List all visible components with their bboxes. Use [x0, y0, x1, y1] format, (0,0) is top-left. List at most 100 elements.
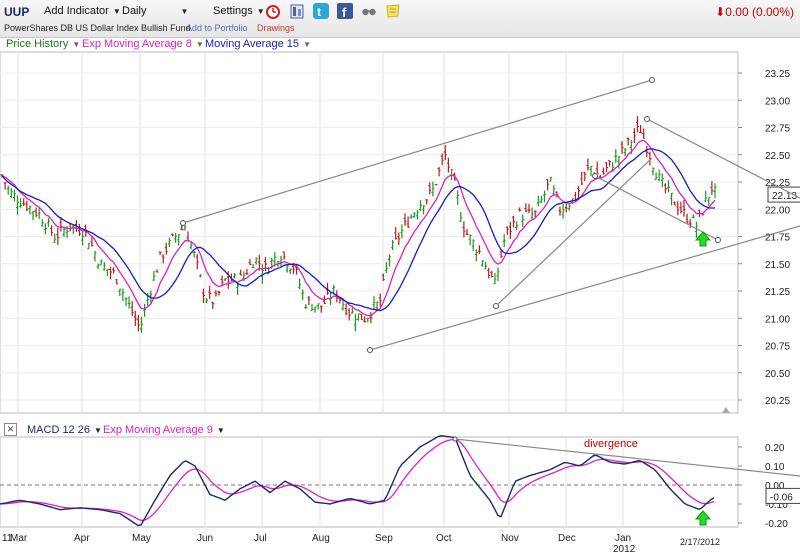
ema-8-line: [1, 139, 716, 317]
settings-label: Settings: [213, 5, 253, 17]
facebook-icon[interactable]: f: [337, 3, 353, 20]
y-tick-label: 20.50: [765, 369, 790, 380]
trendline-handle: [592, 173, 598, 179]
trendline-handle: [452, 436, 458, 442]
y-tick-label: 21.00: [765, 314, 790, 325]
chevron-down-icon: ▼: [112, 7, 121, 16]
upper-falling-trendline: [646, 118, 800, 199]
chevron-down-icon: ▼: [302, 40, 311, 49]
y-tick-label: 21.25: [765, 287, 790, 298]
legend-macd-ema-9[interactable]: Exp Moving Average 9 ▼: [103, 424, 225, 436]
macd-tick-label: -0.20: [765, 519, 788, 530]
x-tick-label: Sep: [375, 533, 393, 544]
macd-line: [0, 434, 715, 527]
macd-tick-label: 0.20: [765, 443, 785, 454]
svg-text:f: f: [342, 5, 347, 19]
x-tick-label: Mar: [10, 533, 28, 544]
legend-label: Exp Moving Average 8: [82, 38, 192, 50]
fund-name: PowerShares DB US Dollar Index Bullish F…: [4, 23, 191, 33]
y-tick-label: 23.25: [765, 69, 790, 80]
chevron-down-icon: ▼: [216, 426, 225, 435]
rising-trendline: [495, 157, 653, 307]
chevron-down-icon: ▼: [180, 7, 189, 16]
chevron-down-icon: ▼: [195, 40, 204, 49]
x-tick-label: Nov: [501, 533, 519, 544]
x-tick-label: Jul: [254, 533, 267, 544]
trendline-handle: [180, 220, 186, 226]
x-tick-label: Jun: [197, 533, 213, 544]
last-price-label: 22.13: [772, 191, 797, 202]
add-indicator-label: Add Indicator: [44, 5, 109, 17]
legend-macd[interactable]: MACD 12 26 ▼: [27, 424, 102, 436]
y-tick-label: 21.75: [765, 233, 790, 244]
legend-label: Price History: [6, 38, 69, 50]
glasses-icon[interactable]: [361, 3, 377, 19]
x-tick-label: 11: [2, 533, 13, 544]
portfolio-icon[interactable]: [289, 3, 305, 19]
chevron-down-icon: ▼: [93, 426, 102, 435]
up-arrow-icon: [694, 231, 712, 247]
trendline-handle: [644, 116, 650, 122]
add-to-portfolio-link[interactable]: Add to Portfolio: [186, 23, 248, 33]
x-tick-label: Jan: [615, 533, 631, 544]
legend-ema-8[interactable]: Exp Moving Average 8 ▼: [82, 38, 204, 50]
legend-label: Exp Moving Average 9: [103, 424, 213, 436]
drawings-link[interactable]: Drawings: [257, 23, 295, 33]
period-select[interactable]: Daily ▼: [122, 5, 188, 17]
falling-trendline: [594, 175, 719, 241]
y-tick-label: 22.75: [765, 124, 790, 135]
x-tick-label: 2012: [613, 544, 636, 555]
up-arrow-icon: [694, 510, 712, 526]
price-change-value: 0.00 (0.00%): [725, 5, 794, 19]
chevron-down-icon: ▼: [256, 7, 265, 16]
twitter-icon[interactable]: t: [313, 3, 329, 19]
legend-label: Moving Average 15: [205, 38, 299, 50]
price-panel: [0, 51, 739, 414]
legend-ma-15[interactable]: Moving Average 15 ▼: [205, 38, 311, 50]
last-price-box: [767, 186, 800, 203]
macd-last-box: [765, 487, 800, 504]
alarm-clock-icon[interactable]: [265, 3, 281, 19]
ma-15-line: [1, 148, 715, 312]
legend-price-history[interactable]: Price History ▼: [6, 38, 80, 50]
scroll-up-icon: [722, 407, 730, 413]
divergence-line: [454, 438, 800, 477]
y-tick-label: 21.50: [765, 260, 790, 271]
y-tick-label: 22.25: [765, 178, 790, 189]
svg-text:t: t: [317, 5, 321, 19]
y-tick-label: 22.50: [765, 151, 790, 162]
period-label: Daily: [122, 5, 147, 17]
macd-tick-label: -0.10: [765, 500, 788, 511]
macd-signal-line: [0, 438, 715, 521]
y-tick-label: 20.75: [765, 342, 790, 353]
trendline-handle: [715, 237, 721, 243]
upper-channel-line: [182, 79, 653, 224]
trendline-handle: [649, 77, 655, 83]
trendline-handle: [493, 303, 499, 309]
legend-label: MACD 12 26: [27, 424, 90, 436]
add-indicator-button[interactable]: Add Indicator ▼: [44, 5, 121, 17]
x-tick-label: May: [132, 533, 151, 544]
y-tick-label: 23.00: [765, 96, 790, 107]
chevron-down-icon: ▼: [72, 40, 81, 49]
settings-button[interactable]: Settings ▼: [213, 5, 265, 17]
macd-panel: [0, 436, 739, 528]
close-indicator-icon[interactable]: ✕: [4, 423, 17, 436]
x-tick-label: Oct: [436, 533, 452, 544]
macd-tick-label: 0.10: [765, 462, 785, 473]
price-change: ⬇0.00 (0.00%): [715, 5, 794, 19]
macd-tick-label: 0.00: [765, 481, 785, 492]
note-icon[interactable]: [385, 3, 401, 19]
ticker-symbol[interactable]: UUP: [4, 5, 30, 19]
x-tick-label: Aug: [312, 533, 330, 544]
x-tick-label: Dec: [558, 533, 576, 544]
divergence-label: divergence: [584, 438, 638, 450]
price-bars: [0, 116, 717, 334]
y-tick-label: 22.00: [765, 205, 790, 216]
chart-toolbar: UUP Add Indicator ▼ Daily ▼ Settings ▼ t f …: [0, 0, 800, 38]
y-tick-label: 20.25: [765, 396, 790, 407]
trendline-handle: [367, 347, 373, 353]
lower-channel-line: [369, 225, 800, 351]
date-label: 2/17/2012: [680, 537, 720, 547]
